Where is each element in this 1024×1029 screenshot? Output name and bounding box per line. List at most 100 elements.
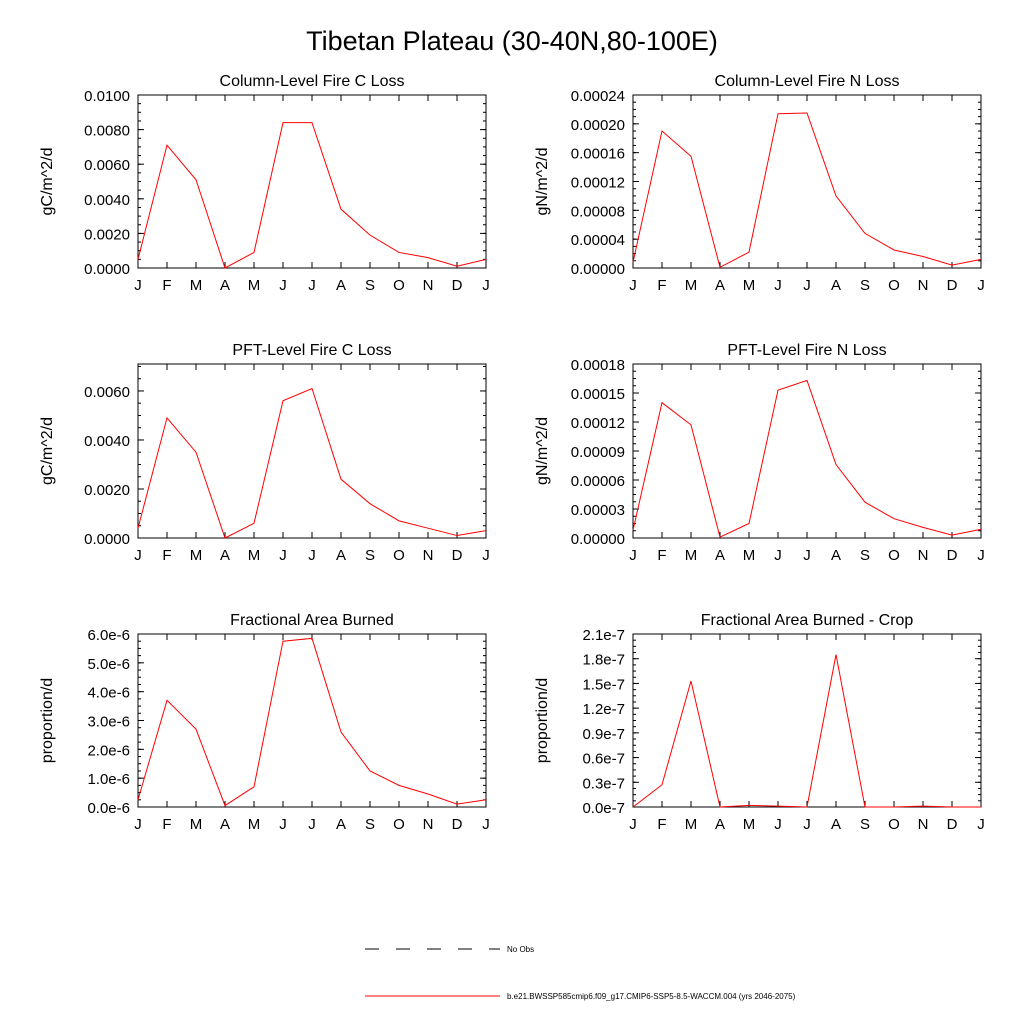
x-tick-label: D <box>947 277 958 294</box>
y-tick-label: 1.0e-6 <box>87 771 130 788</box>
x-tick-label: N <box>918 547 929 564</box>
y-tick-label: 4.0e-6 <box>87 685 130 702</box>
x-tick-label: J <box>774 816 782 833</box>
y-tick-label: 0.00009 <box>571 444 625 461</box>
y-tick-label: 0.0100 <box>84 88 130 105</box>
y-axis-label: proportion/d <box>39 678 56 763</box>
y-tick-label: 1.8e-7 <box>582 652 625 669</box>
x-tick-label: N <box>918 277 929 294</box>
x-tick-label: O <box>393 547 405 564</box>
x-tick-label: S <box>860 547 870 564</box>
y-axis-label: proportion/d <box>534 678 551 763</box>
chart-title: PFT-Level Fire C Loss <box>232 342 391 359</box>
y-axis-label: gC/m^2/d <box>39 417 56 485</box>
series-line <box>633 113 981 267</box>
x-tick-label: J <box>308 816 316 833</box>
x-tick-label: M <box>248 816 261 833</box>
x-tick-label: J <box>774 547 782 564</box>
x-tick-label: A <box>220 547 230 564</box>
y-tick-label: 0.00024 <box>571 88 625 105</box>
x-tick-label: J <box>308 547 316 564</box>
y-tick-label: 3.0e-6 <box>87 714 130 731</box>
x-tick-label: A <box>715 277 725 294</box>
x-tick-label: J <box>629 816 637 833</box>
x-tick-label: A <box>831 816 841 833</box>
y-tick-label: 0.0080 <box>84 123 130 140</box>
x-tick-label: M <box>190 547 203 564</box>
chart-title: Fractional Area Burned <box>230 612 394 629</box>
x-tick-label: S <box>860 277 870 294</box>
y-tick-label: 0.00004 <box>571 232 625 249</box>
x-tick-label: M <box>743 816 756 833</box>
y-axis-label: gN/m^2/d <box>534 148 551 216</box>
chart-title: PFT-Level Fire N Loss <box>727 342 886 359</box>
plot-frame <box>633 364 981 538</box>
y-tick-label: 0.0e-6 <box>87 800 130 817</box>
y-tick-label: 0.0000 <box>84 261 130 278</box>
x-tick-label: S <box>365 816 375 833</box>
y-tick-label: 2.0e-6 <box>87 742 130 759</box>
y-tick-label: 1.2e-7 <box>582 701 625 718</box>
x-tick-label: D <box>947 816 958 833</box>
x-tick-label: S <box>365 277 375 294</box>
x-tick-label: N <box>423 547 434 564</box>
x-tick-label: O <box>888 277 900 294</box>
legend: No Obs b.e21.BWSSP585cmip6.f09_g17.CMIP6… <box>365 945 796 1001</box>
y-tick-label: 0.9e-7 <box>582 726 625 743</box>
x-tick-label: J <box>803 277 811 294</box>
x-tick-label: M <box>743 547 756 564</box>
y-tick-label: 0.00020 <box>571 117 625 134</box>
y-axis-label: gC/m^2/d <box>39 148 56 216</box>
chart-title: Column-Level Fire N Loss <box>715 73 900 90</box>
x-tick-label: F <box>162 816 171 833</box>
x-tick-label: N <box>423 816 434 833</box>
x-tick-label: A <box>831 547 841 564</box>
y-tick-label: 0.0060 <box>84 384 130 401</box>
y-axis-label: gN/m^2/d <box>534 417 551 485</box>
x-tick-label: F <box>657 816 666 833</box>
x-tick-label: D <box>452 547 463 564</box>
y-tick-label: 0.00016 <box>571 146 625 163</box>
plot-frame <box>633 95 981 268</box>
x-tick-label: D <box>947 547 958 564</box>
series-line <box>633 655 981 807</box>
x-tick-label: M <box>248 277 261 294</box>
plot-frame <box>138 95 486 268</box>
x-tick-label: O <box>393 277 405 294</box>
x-tick-label: J <box>279 277 287 294</box>
y-tick-label: 0.00012 <box>571 415 625 432</box>
x-tick-label: J <box>629 547 637 564</box>
y-tick-label: 0.0020 <box>84 226 130 243</box>
x-tick-label: J <box>774 277 782 294</box>
x-tick-label: A <box>336 816 346 833</box>
x-tick-label: O <box>888 547 900 564</box>
y-tick-label: 0.6e-7 <box>582 751 625 768</box>
x-tick-label: M <box>685 277 698 294</box>
x-tick-label: F <box>162 547 171 564</box>
x-tick-label: O <box>888 816 900 833</box>
x-tick-label: J <box>279 547 287 564</box>
x-tick-label: J <box>308 277 316 294</box>
y-tick-label: 0.00000 <box>571 261 625 278</box>
y-tick-label: 0.0e-7 <box>582 800 625 817</box>
y-tick-label: 0.3e-7 <box>582 775 625 792</box>
x-tick-label: M <box>190 816 203 833</box>
legend-no-obs-label: No Obs <box>507 945 534 954</box>
y-tick-label: 0.0000 <box>84 531 130 548</box>
y-tick-label: 2.1e-7 <box>582 627 625 644</box>
x-tick-label: J <box>134 547 142 564</box>
x-tick-label: A <box>220 816 230 833</box>
x-tick-label: A <box>220 277 230 294</box>
x-tick-label: M <box>190 277 203 294</box>
y-tick-label: 0.00012 <box>571 175 625 192</box>
x-tick-label: N <box>423 277 434 294</box>
x-tick-label: J <box>977 547 985 564</box>
x-tick-label: F <box>657 277 666 294</box>
